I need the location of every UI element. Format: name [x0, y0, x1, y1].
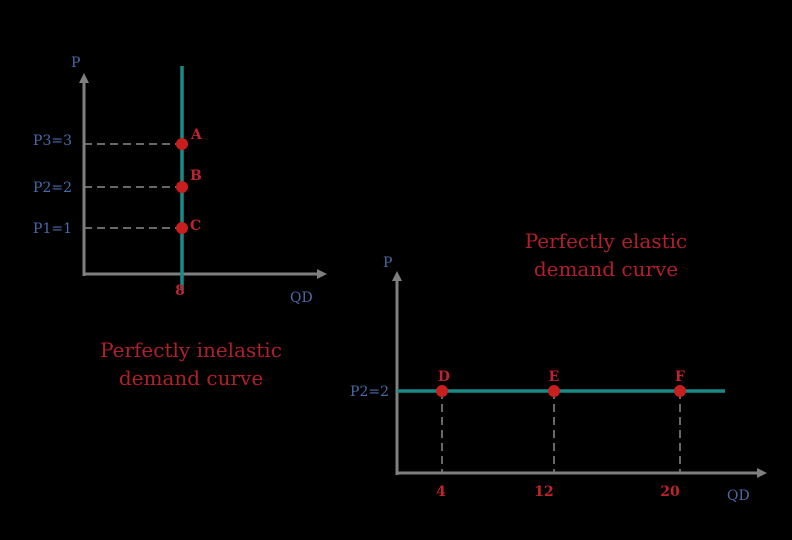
point-label-e: E — [549, 369, 560, 385]
inelastic-caption-line2: demand curve — [119, 366, 263, 390]
y-axis-label: P — [383, 255, 392, 271]
point-a — [176, 138, 188, 150]
point-c — [176, 222, 188, 234]
point-label-c: C — [190, 218, 201, 234]
point-e — [548, 385, 560, 397]
price-label-p2: P2=2 — [350, 384, 389, 400]
quantity-label-4: 4 — [436, 484, 446, 500]
y-axis-label: P — [71, 55, 80, 71]
elastic-caption-line1: Perfectly elastic — [525, 229, 688, 253]
point-d — [436, 385, 448, 397]
point-label-d: D — [438, 369, 450, 385]
price-label-p3: P3=3 — [33, 133, 72, 149]
x-axis-label: QD — [290, 290, 313, 306]
point-label-a: A — [190, 127, 203, 143]
price-label-p2: P2=2 — [33, 180, 72, 196]
inelastic-chart: P QD P3=3 P2=2 P1=1 8 A B C Perfectly in… — [33, 55, 327, 390]
quantity-label: 8 — [175, 283, 185, 299]
quantity-label-20: 20 — [660, 484, 680, 500]
elastic-chart: P QD P2=2 4 12 20 D E F Perfectly elasti… — [350, 229, 767, 504]
point-label-f: F — [675, 369, 685, 385]
point-b — [176, 181, 188, 193]
quantity-label-12: 12 — [534, 484, 553, 500]
price-label-p1: P1=1 — [33, 221, 72, 237]
point-label-b: B — [190, 168, 202, 184]
elastic-caption-line2: demand curve — [534, 257, 678, 281]
x-axis-label: QD — [727, 488, 750, 504]
point-f — [674, 385, 686, 397]
inelastic-caption-line1: Perfectly inelastic — [100, 338, 282, 362]
